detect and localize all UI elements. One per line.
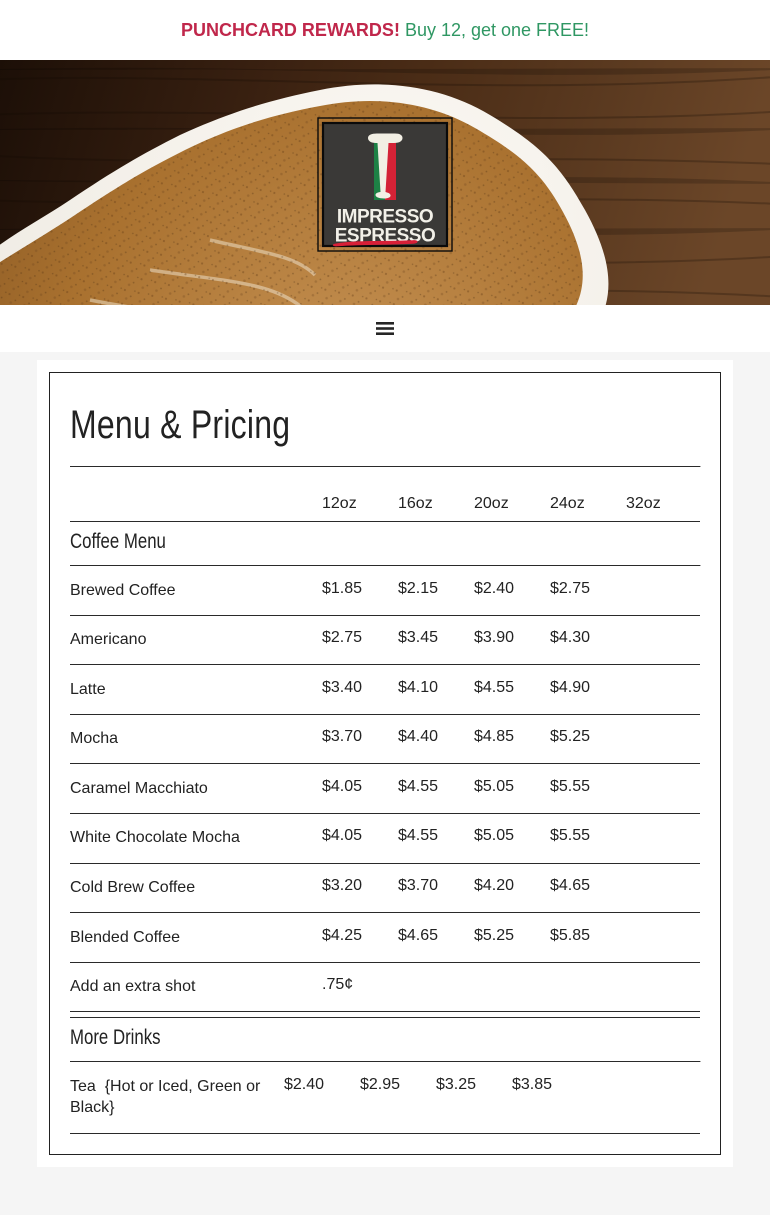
svg-text:IMPRESSO: IMPRESSO <box>337 207 433 228</box>
